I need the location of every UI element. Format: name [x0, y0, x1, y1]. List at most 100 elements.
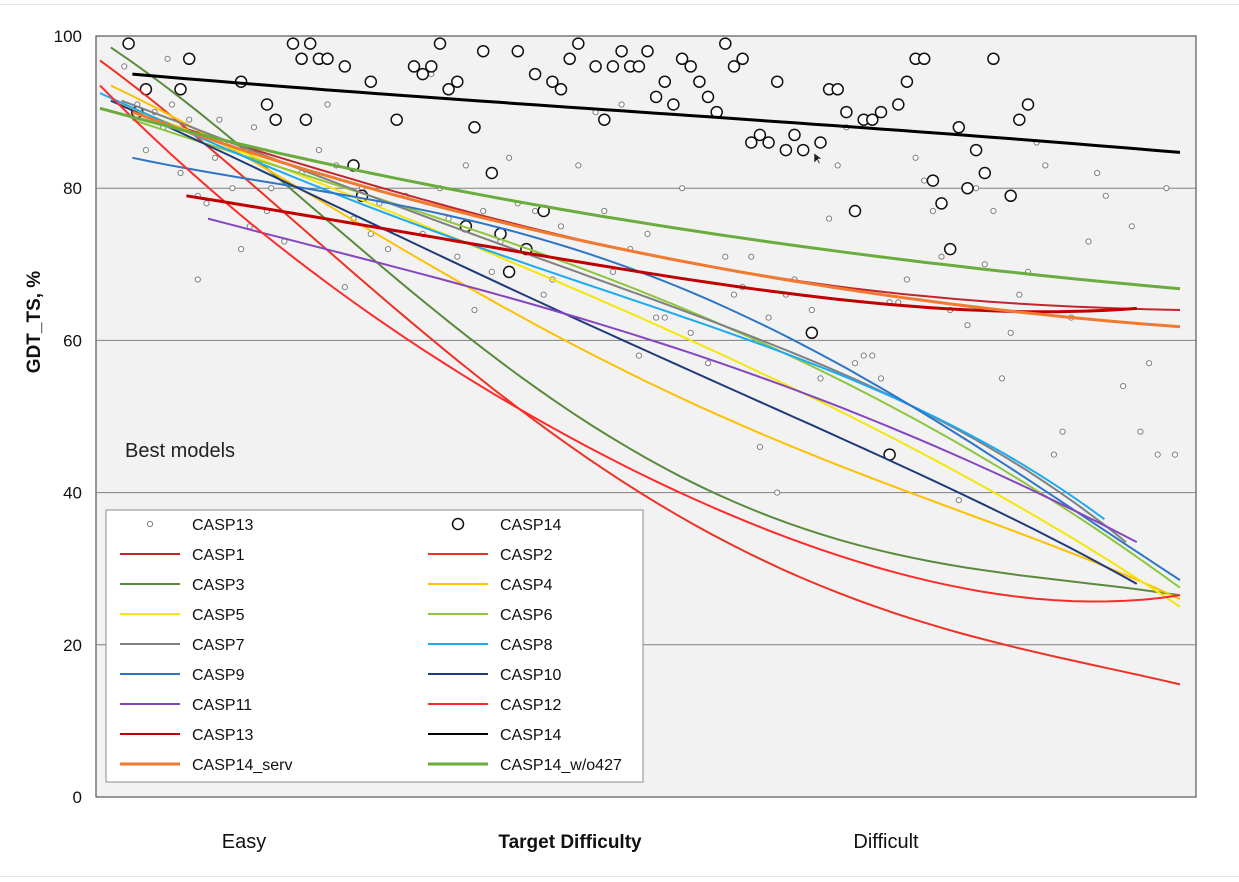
- casp14-point-26: [468, 121, 481, 134]
- casp14-point-10: [299, 113, 313, 126]
- casp13-point-41: [488, 268, 495, 275]
- y-tick-label-0: 0: [73, 788, 82, 807]
- y-tick-label-20: 20: [63, 636, 82, 655]
- casp13-point-6: [164, 55, 171, 62]
- casp14-point-18: [390, 113, 403, 126]
- casp14-point-47: [658, 75, 672, 88]
- legend-label-casp14-w-o427: CASP14_w/o427: [500, 757, 622, 774]
- casp13-point-95: [1016, 291, 1023, 298]
- casp13-point-82: [903, 276, 911, 283]
- legend-marker-casp14: [451, 517, 465, 531]
- casp13-point-67: [765, 314, 772, 321]
- casp14-point-38: [572, 37, 585, 50]
- casp14-point-88: [1021, 98, 1035, 111]
- casp13-point-76: [851, 360, 859, 367]
- casp13-point-66: [756, 443, 764, 450]
- trend-lines: [99, 46, 1181, 686]
- casp14-point-77: [917, 52, 931, 66]
- casp14-point-79: [935, 197, 948, 210]
- casp13-point-111: [1171, 451, 1179, 458]
- casp14-point-67: [831, 83, 844, 96]
- legend-label-casp4: CASP4: [500, 577, 553, 594]
- casp13-point-40: [480, 207, 487, 215]
- casp13-point-48: [557, 223, 565, 230]
- legend: CASP13 CASP14 CASP1 CASP2 CASP3 CASP4 CASP5 CAS…: [105, 509, 644, 783]
- casp13-point-110: [1163, 185, 1170, 192]
- casp13-point-55: [635, 352, 643, 359]
- casp14-point-21: [425, 60, 438, 73]
- casp13-point-102: [1085, 238, 1092, 245]
- legend-label-casp5: CASP5: [192, 607, 245, 624]
- x-label-difficult: Difficult: [853, 831, 919, 853]
- legend-box: [105, 509, 644, 783]
- casp14-point-84: [978, 166, 992, 180]
- casp13-point-68: [774, 489, 781, 496]
- y-axis-title: GDT_TS, %: [24, 271, 45, 374]
- casp14-point-22: [433, 37, 447, 50]
- casp14-point-85: [987, 52, 1000, 66]
- casp13-point-26: [341, 284, 348, 291]
- casp14-point-51: [693, 75, 706, 88]
- series-line-casp9: [132, 156, 1181, 581]
- casp13-point-98: [1042, 162, 1049, 169]
- casp13-point-49: [575, 162, 582, 169]
- casp13-point-61: [704, 360, 712, 367]
- casp13-point-46: [540, 291, 547, 298]
- casp14-point-63: [796, 143, 810, 157]
- casp14-point-46: [649, 90, 663, 104]
- casp14-point-87: [1013, 113, 1026, 126]
- casp13-point-77: [860, 352, 867, 359]
- casp13-point-83: [912, 154, 919, 161]
- casp13-point-5: [168, 101, 175, 108]
- casp13-point-15: [229, 185, 236, 192]
- legend-label-casp13: CASP13: [192, 727, 253, 744]
- legend-label-casp6: CASP6: [500, 607, 553, 624]
- legend-label-casp14-serv: CASP14_serv: [192, 757, 293, 774]
- casp14-point-58: [753, 128, 767, 142]
- casp13-point-59: [679, 185, 686, 192]
- casp13-point-39: [471, 306, 478, 314]
- casp14-point-78: [926, 174, 940, 187]
- casp13-point-94: [1007, 329, 1014, 336]
- legend-label-casp11: CASP11: [192, 697, 252, 714]
- casp13-point-62: [722, 253, 729, 260]
- annotation-best-models: Best models: [125, 440, 235, 462]
- casp14-point-37: [563, 52, 576, 66]
- casp13-point-24: [324, 101, 331, 108]
- scatter-points: [121, 37, 1179, 504]
- page-top-border: [0, 4, 1239, 5]
- casp13-point-71: [808, 306, 815, 314]
- casp14-point-74: [892, 98, 905, 111]
- casp14-point-31: [511, 44, 525, 58]
- y-tick-labels: 0 20 40 60 80 100: [54, 27, 82, 807]
- casp13-point-31: [385, 246, 392, 253]
- casp13-point-11: [203, 200, 210, 207]
- casp14-point-72: [874, 105, 888, 119]
- casp13-point-57: [653, 314, 660, 321]
- casp14-point-54: [719, 37, 732, 50]
- casp14-point-80: [943, 242, 957, 256]
- casp13-point-73: [826, 215, 833, 222]
- series-line-casp10: [110, 99, 1138, 585]
- casp13-point-20: [268, 185, 275, 192]
- casp14-point-20: [416, 67, 429, 81]
- legend-label-casp8: CASP8: [500, 637, 553, 654]
- series-line-casp13: [186, 194, 1137, 314]
- casp14-point-61: [779, 143, 793, 157]
- casp13-point-12: [212, 154, 219, 161]
- casp14-point-83: [969, 143, 983, 157]
- casp14-point-68: [840, 105, 853, 119]
- casp13-point-18: [250, 124, 258, 131]
- series-line-casp14: [132, 72, 1181, 154]
- casp13-point-37: [454, 253, 461, 260]
- casp13-point-16: [238, 246, 245, 253]
- casp13-point-7: [177, 169, 184, 177]
- casp13-point-23: [315, 147, 322, 154]
- series-line-casp2: [99, 59, 1181, 686]
- casp13-point-92: [990, 207, 997, 215]
- casp14-point-41: [606, 60, 620, 73]
- casp13-point-8: [186, 116, 193, 123]
- casp14-point-59: [762, 136, 775, 149]
- legend-label-casp9: CASP9: [192, 667, 245, 684]
- casp13-point-85: [929, 207, 937, 215]
